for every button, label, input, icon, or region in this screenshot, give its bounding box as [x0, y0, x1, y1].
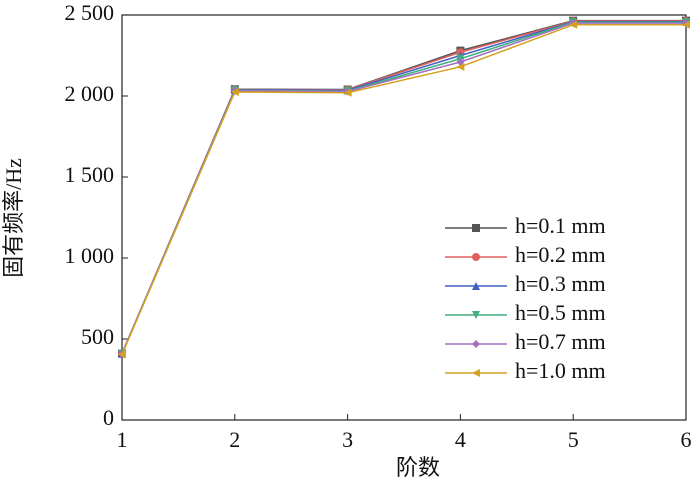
- legend-marker: [472, 224, 480, 232]
- x-tick-label: 2: [229, 427, 240, 452]
- x-axis-label: 阶数: [396, 455, 440, 480]
- legend-label: h=0.7 mm: [515, 329, 606, 354]
- data-point: [343, 88, 352, 97]
- series-line: [121, 23, 686, 355]
- x-tick-label: 3: [342, 427, 353, 452]
- x-tick-label: 1: [117, 427, 128, 452]
- legend-marker: [472, 282, 480, 290]
- legend-label: h=0.5 mm: [515, 300, 606, 325]
- plot-frame: [121, 14, 687, 421]
- data-point: [682, 20, 690, 29]
- data-point: [230, 87, 239, 96]
- data-point: [456, 57, 465, 66]
- y-axis-label: 固有频率/Hz: [1, 158, 26, 278]
- y-tick-label: 2 500: [65, 0, 115, 25]
- y-tick-label: 1 500: [65, 162, 115, 187]
- legend-marker: [472, 340, 480, 348]
- data-point: [118, 350, 126, 359]
- legend-marker: [472, 311, 480, 319]
- y-tick-label: 500: [81, 324, 114, 349]
- legend-label: h=0.3 mm: [515, 271, 606, 296]
- legend-marker: [472, 253, 480, 261]
- x-tick-label: 5: [568, 427, 579, 452]
- legend-label: h=0.1 mm: [515, 213, 606, 238]
- y-tick-label: 1 000: [65, 243, 115, 268]
- x-tick-label: 4: [455, 427, 466, 452]
- y-tick-label: 0: [103, 405, 114, 430]
- data-point: [456, 62, 465, 71]
- legend-label: h=0.2 mm: [515, 242, 606, 267]
- y-tick-label: 2 000: [65, 81, 115, 106]
- x-tick-label: 6: [681, 427, 692, 452]
- legend-label: h=1.0 mm: [515, 358, 606, 383]
- data-point: [569, 20, 578, 29]
- legend-marker: [472, 369, 480, 377]
